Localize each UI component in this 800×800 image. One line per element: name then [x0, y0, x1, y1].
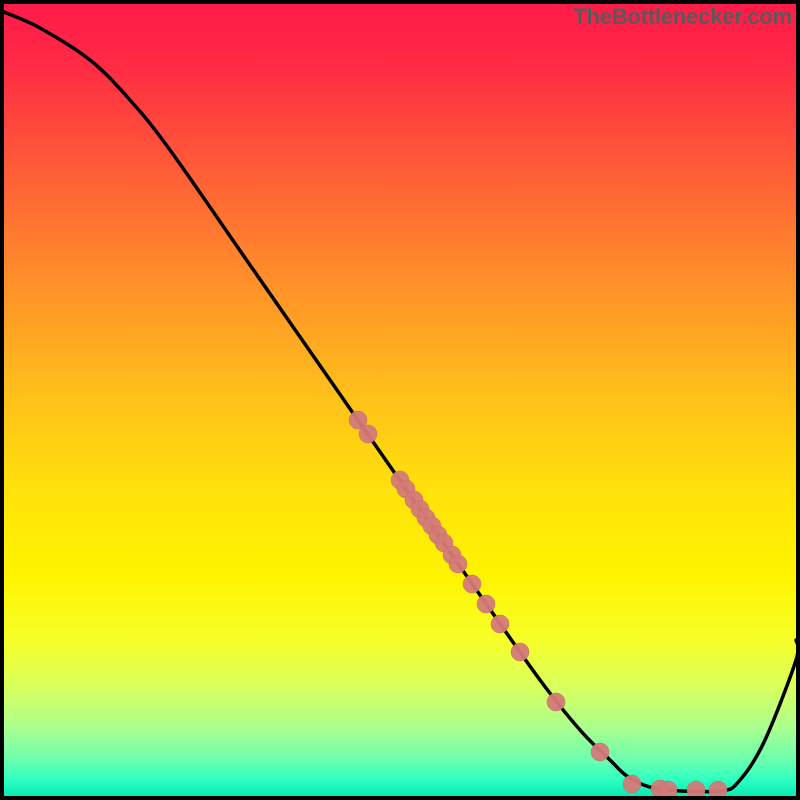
watermark-text: TheBottlenecker.com: [573, 4, 792, 30]
bottleneck-chart: TheBottlenecker.com: [0, 0, 800, 800]
marker-point: [511, 643, 529, 661]
marker-point: [623, 775, 641, 793]
bottleneck-curve: [4, 12, 798, 792]
marker-point: [449, 555, 467, 573]
chart-overlay: [0, 0, 800, 800]
marker-point: [547, 693, 565, 711]
marker-point: [709, 781, 727, 799]
marker-point: [477, 595, 495, 613]
marker-points: [349, 411, 727, 799]
marker-point: [591, 743, 609, 761]
marker-point: [491, 615, 509, 633]
marker-point: [359, 425, 377, 443]
marker-point: [659, 781, 677, 799]
marker-point: [463, 575, 481, 593]
marker-point: [687, 781, 705, 799]
